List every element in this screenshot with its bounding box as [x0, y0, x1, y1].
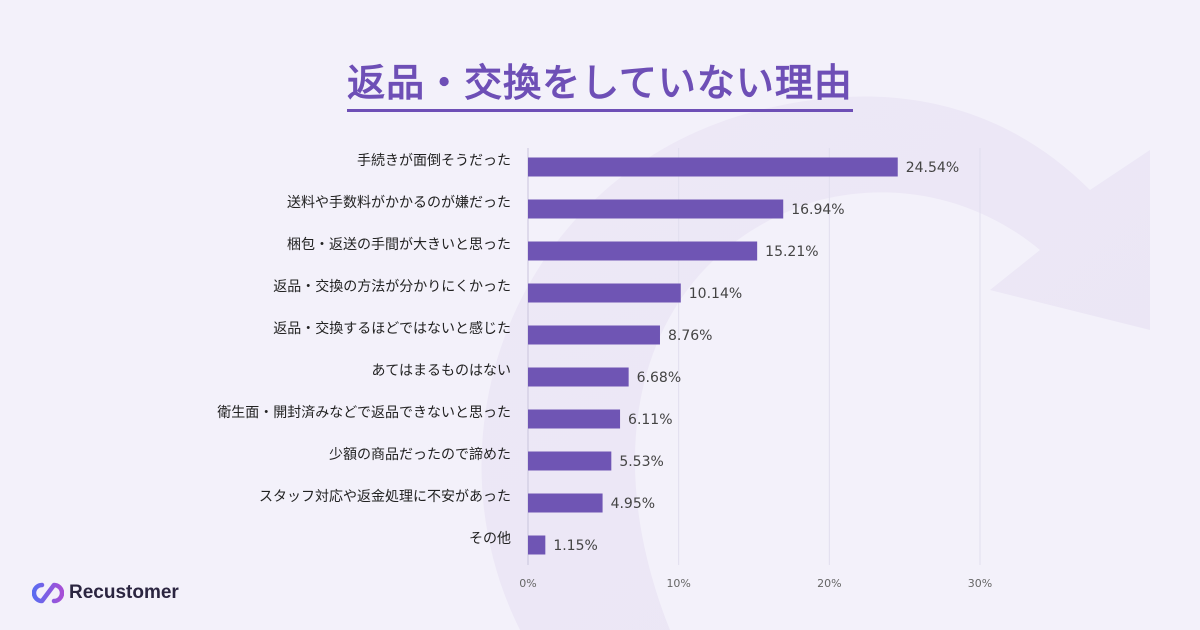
value-label: 24.54%	[906, 160, 959, 176]
category-label: 衛生面・開封済みなどで返品できないと思った	[217, 405, 511, 421]
category-label: スタッフ対応や返金処理に不安があった	[259, 489, 511, 505]
category-label: あてはまるものはない	[372, 363, 511, 379]
x-tick-label: 30%	[968, 577, 992, 590]
bar-5	[528, 325, 660, 345]
bar-3	[528, 241, 758, 261]
bar-8	[528, 451, 612, 471]
brand-logo: Recustomer	[32, 582, 179, 604]
bar-10	[528, 535, 546, 555]
value-label: 1.15%	[553, 538, 597, 554]
category-label: 少額の商品だったので諦めた	[329, 446, 511, 463]
x-tick-label: 0%	[519, 577, 536, 590]
category-label: 返品・交換するほどではないと感じた	[273, 320, 511, 337]
category-label: 梱包・返送の手間が大きいと思った	[287, 237, 511, 253]
bar-1	[528, 157, 898, 177]
value-label: 8.76%	[668, 328, 712, 344]
value-label: 4.95%	[611, 496, 655, 512]
value-label: 5.53%	[619, 454, 663, 470]
x-tick-label: 10%	[666, 577, 690, 590]
bar-6	[528, 367, 629, 387]
brand-name: Recustomer	[69, 582, 179, 603]
value-label: 16.94%	[791, 202, 844, 218]
label-layer: 0% 10% 20% 30% 手続きが面倒そうだった 24.54% 送料や手数料がかかるのが…	[217, 152, 992, 590]
x-tick-label: 20%	[817, 577, 841, 590]
category-label: 送料や手数料がかかるのが嫌だった	[287, 195, 511, 211]
category-label: その他	[469, 531, 511, 547]
value-label: 15.21%	[765, 244, 818, 260]
bar-4	[528, 283, 681, 303]
bar-layer	[528, 157, 898, 555]
bar-9	[528, 493, 603, 513]
category-label: 返品・交換の方法が分かりにくかった	[273, 278, 511, 295]
value-label: 6.68%	[637, 370, 681, 386]
value-label: 10.14%	[689, 286, 742, 302]
value-label: 6.11%	[628, 412, 672, 428]
chart-title: 返品・交換をしていない理由	[347, 52, 853, 112]
bar-2	[528, 199, 784, 219]
category-label: 手続きが面倒そうだった	[357, 152, 511, 169]
recustomer-logo-icon	[32, 582, 64, 604]
chart-title-wrapper: 返品・交換をしていない理由	[0, 52, 1200, 112]
bar-7	[528, 409, 621, 429]
